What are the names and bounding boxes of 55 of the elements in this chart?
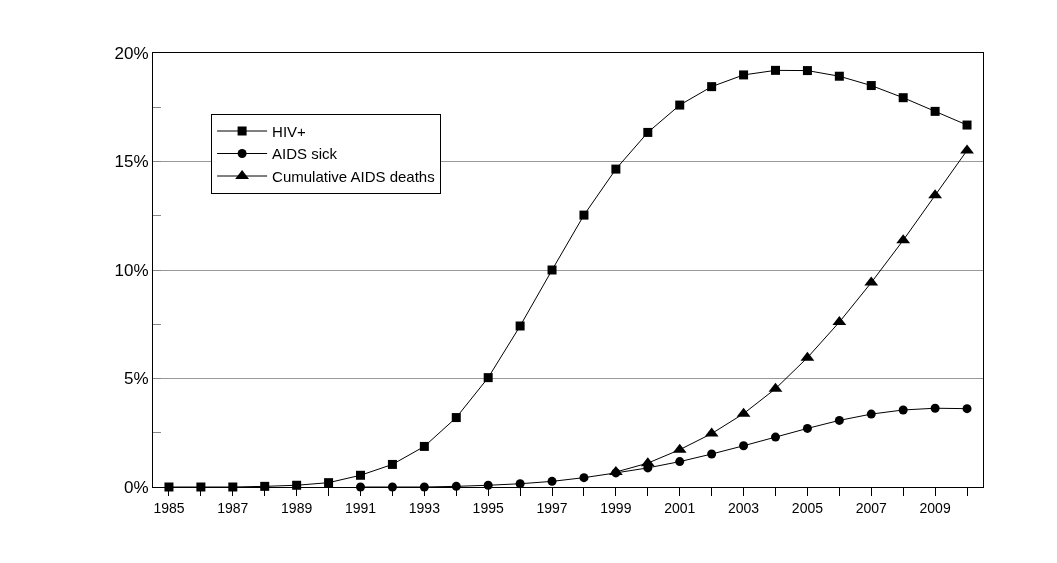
point: [771, 65, 780, 75]
point: [898, 93, 908, 103]
x-tick-label: 1991: [344, 499, 377, 516]
point: [483, 373, 493, 383]
point: [739, 70, 749, 80]
x-tick-label: 1987: [217, 499, 249, 516]
point: [707, 82, 717, 92]
y-tick-label: 5%: [124, 369, 149, 389]
point: [707, 449, 717, 459]
point: [579, 210, 589, 220]
legend-label: Cumulative AIDS deaths: [272, 167, 435, 185]
point: [739, 441, 749, 451]
point: [962, 404, 972, 414]
point: [419, 441, 429, 451]
point: [802, 423, 812, 433]
point: [515, 321, 525, 331]
point: [579, 473, 589, 483]
x-tick-label: 2003: [728, 499, 760, 516]
point: [324, 478, 334, 488]
x-tick-label: 2005: [791, 499, 824, 516]
point: [771, 432, 780, 442]
x-tick-label: 2001: [664, 499, 696, 516]
x-tick-label: 1997: [536, 499, 568, 516]
point: [675, 100, 685, 110]
point: [930, 106, 940, 116]
x-tick-label: 2009: [919, 499, 951, 516]
x-tick-label: 1995: [472, 499, 504, 516]
point: [387, 459, 397, 469]
legend-label: HIV+: [272, 122, 307, 140]
point: [643, 127, 653, 137]
y-tick-label: 10%: [114, 260, 149, 280]
x-tick-label: 1993: [408, 499, 441, 516]
point: [898, 405, 908, 415]
point: [834, 415, 844, 425]
y-tick-label: 15%: [114, 152, 149, 172]
x-tick-label: 2007: [855, 499, 888, 516]
point: [356, 470, 365, 480]
y-tick-label: 0%: [124, 477, 149, 497]
point: [451, 413, 461, 423]
point: [547, 476, 557, 486]
x-tick-label: 1989: [281, 499, 313, 516]
point: [611, 164, 621, 174]
y-tick-label: 20%: [114, 43, 149, 63]
x-tick-label: 1985: [153, 499, 185, 516]
point: [960, 144, 974, 154]
point: [962, 120, 972, 130]
point: [866, 81, 876, 91]
point: [675, 457, 685, 467]
legend-label: AIDS sick: [272, 145, 338, 163]
point: [547, 265, 557, 275]
point: [834, 71, 844, 81]
point: [802, 66, 812, 76]
point: [866, 409, 876, 419]
point: [930, 403, 940, 413]
x-tick-label: 1999: [600, 499, 632, 516]
